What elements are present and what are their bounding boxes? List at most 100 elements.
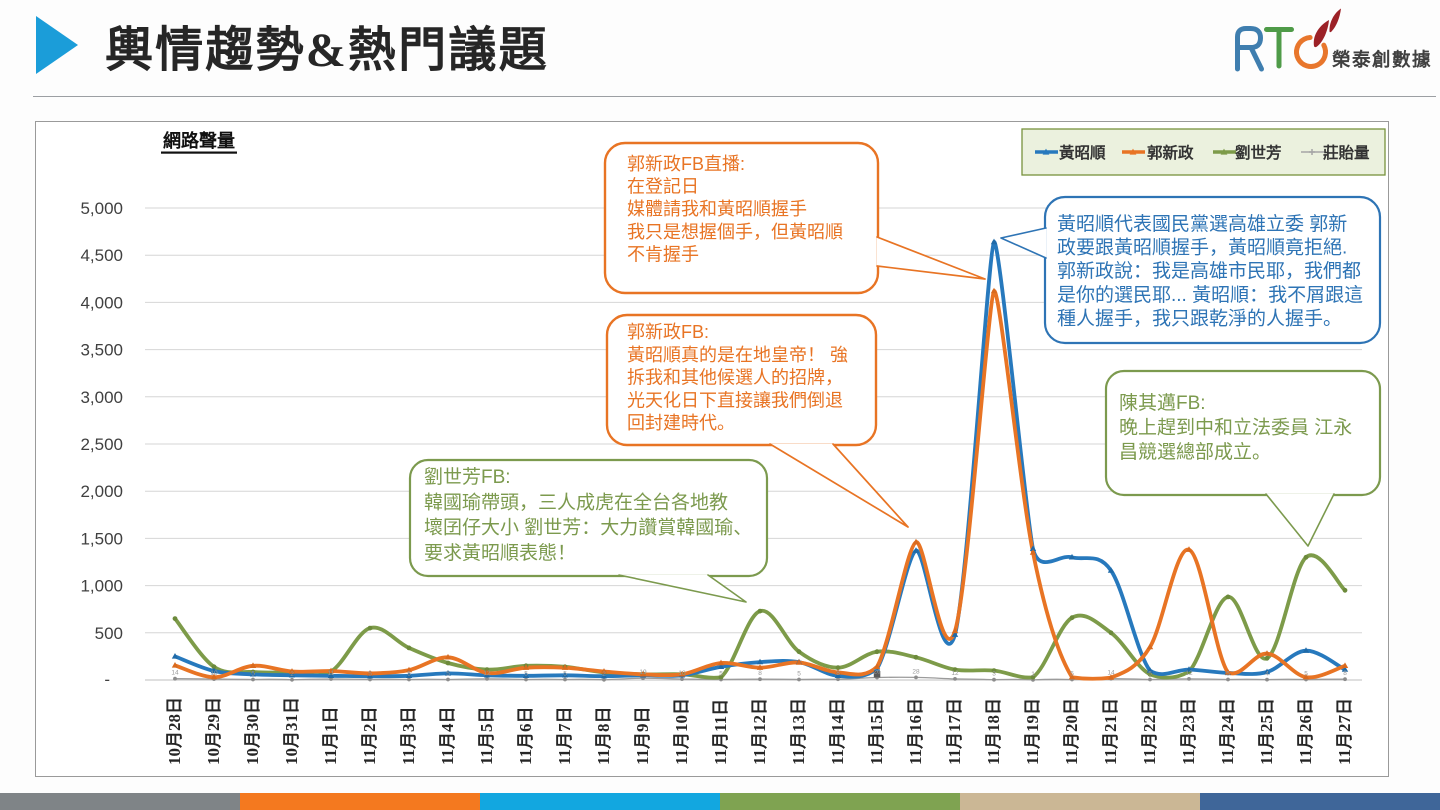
svg-text:1,500: 1,500 [80,529,123,548]
svg-text:劉世芳FB:: 劉世芳FB: [424,466,511,488]
svg-text:5: 5 [368,671,372,678]
svg-text:郭新政: 郭新政 [1147,143,1194,162]
svg-text:是你的選民耶... 黃昭順：我不屑跟這: 是你的選民耶... 黃昭順：我不屑跟這 [1057,284,1363,306]
svg-text:2,500: 2,500 [80,435,123,454]
svg-text:11月16日: 11月16日 [906,698,925,765]
svg-text:5: 5 [407,671,411,678]
svg-text:2: 2 [602,671,606,678]
svg-text:14: 14 [1107,670,1115,677]
svg-text:壞囝仔大小 劉世芳：大力讚賞韓國瑜、: 壞囝仔大小 劉世芳：大力讚賞韓國瑜、 [424,517,752,539]
svg-text:11月25日: 11月25日 [1257,698,1276,765]
svg-text:11月15日: 11月15日 [867,698,886,765]
svg-text:5: 5 [446,671,450,678]
svg-text:11月4日: 11月4日 [438,706,457,765]
svg-text:26: 26 [873,669,881,676]
svg-text:5: 5 [563,671,567,678]
svg-text:11: 11 [328,670,335,677]
svg-text:8: 8 [758,670,762,677]
svg-text:11月5日: 11月5日 [477,706,496,765]
svg-text:-: - [104,670,110,689]
svg-text:11月2日: 11月2日 [360,706,379,765]
svg-text:28: 28 [912,668,920,675]
svg-text:8: 8 [1343,670,1347,677]
svg-text:5,000: 5,000 [80,199,123,218]
svg-text:11月12日: 11月12日 [750,698,769,765]
svg-text:8: 8 [836,670,840,677]
svg-text:2: 2 [290,671,294,678]
svg-text:11月7日: 11月7日 [555,706,574,765]
svg-text:4,500: 4,500 [80,246,123,265]
svg-text:11月11日: 11月11日 [711,699,730,765]
svg-text:11月26日: 11月26日 [1296,698,1315,765]
svg-text:11月17日: 11月17日 [945,698,964,765]
svg-text:19: 19 [639,669,647,676]
svg-text:11月1日: 11月1日 [321,706,340,765]
svg-text:黃昭順代表國民黨選高雄立委 郭新: 黃昭順代表國民黨選高雄立委 郭新 [1057,213,1347,235]
svg-text:11月14日: 11月14日 [828,698,847,765]
svg-text:在登記日: 在登記日 [627,177,699,197]
svg-text:10: 10 [678,670,686,677]
svg-text:晚上趕到中和立法委員 江永: 晚上趕到中和立法委員 江永 [1119,417,1352,439]
svg-text:拆我和其他候選人的招牌，: 拆我和其他候選人的招牌， [627,368,843,388]
svg-text:5: 5 [1226,671,1230,678]
svg-text:11月19日: 11月19日 [1023,698,1042,765]
svg-text:11月8日: 11月8日 [594,706,613,765]
svg-text:回封建時代。: 回封建時代。 [627,413,735,433]
svg-text:3: 3 [992,671,996,678]
svg-text:要求黃昭順表態！: 要求黃昭順表態！ [424,542,576,564]
svg-text:11月24日: 11月24日 [1218,698,1237,765]
svg-text:12: 12 [483,670,491,677]
svg-text:500: 500 [95,624,123,643]
svg-text:11月3日: 11月3日 [399,706,418,765]
svg-text:4: 4 [1265,671,1269,678]
svg-text:10月29日: 10月29日 [204,697,223,765]
svg-text:不肯握手: 不肯握手 [627,244,699,264]
svg-text:10: 10 [210,670,218,677]
svg-text:種人握手，我只跟乾淨的人握手。: 種人握手，我只跟乾淨的人握手。 [1057,307,1342,329]
svg-text:黃昭順: 黃昭順 [1058,143,1106,162]
svg-text:黃昭順真的是在地皇帝！ 強: 黃昭順真的是在地皇帝！ 強 [627,345,848,365]
svg-text:2,000: 2,000 [80,482,123,501]
svg-text:網路聲量: 網路聲量 [163,130,235,151]
svg-text:莊貽量: 莊貽量 [1323,143,1370,162]
svg-text:12: 12 [951,670,959,677]
svg-text:我只是想握個手，但黃昭順: 我只是想握個手，但黃昭順 [627,222,843,242]
svg-text:10月28日: 10月28日 [165,697,184,765]
svg-text:劉世芳: 劉世芳 [1235,143,1282,162]
svg-text:11月22日: 11月22日 [1140,698,1159,765]
svg-text:4,000: 4,000 [80,293,123,312]
svg-text:11月6日: 11月6日 [516,706,535,765]
svg-text:郭新政說：我是高雄市民耶，我們都: 郭新政說：我是高雄市民耶，我們都 [1057,260,1361,282]
svg-text:5: 5 [1304,671,1308,678]
svg-text:1,000: 1,000 [80,577,123,596]
svg-text:11月10日: 11月10日 [672,698,691,765]
svg-text:政要跟黃昭順握手，黃昭順竟拒絕.: 政要跟黃昭順握手，黃昭順竟拒絕. [1057,237,1347,259]
svg-text:11月23日: 11月23日 [1179,698,1198,765]
svg-text:1: 1 [1031,671,1035,678]
svg-text:11月9日: 11月9日 [633,706,652,765]
svg-text:11月20日: 11月20日 [1062,698,1081,765]
svg-text:5: 5 [251,671,255,678]
svg-text:光天化日下直接讓我們倒退: 光天化日下直接讓我們倒退 [627,390,843,410]
svg-text:韓國瑜帶頭，三人成虎在全台各地教: 韓國瑜帶頭，三人成虎在全台各地教 [424,491,728,513]
svg-text:14: 14 [171,670,179,677]
svg-text:媒體請我和黃昭順握手: 媒體請我和黃昭順握手 [627,199,807,219]
svg-text:10月30日: 10月30日 [243,697,262,765]
svg-text:5: 5 [524,671,528,678]
svg-text:5: 5 [1148,671,1152,678]
svg-text:11月18日: 11月18日 [984,698,1003,765]
svg-text:11月21日: 11月21日 [1101,698,1120,765]
svg-text:郭新政FB直播:: 郭新政FB直播: [627,154,745,174]
svg-text:11月27日: 11月27日 [1335,698,1354,765]
svg-text:郭新政FB:: 郭新政FB: [627,322,709,342]
svg-text:10月31日: 10月31日 [282,697,301,765]
svg-text:榮泰創數據: 榮泰創數據 [1332,49,1432,70]
svg-text:昌競選總部成立。: 昌競選總部成立。 [1119,441,1271,463]
svg-text:5: 5 [797,671,801,678]
svg-text:12: 12 [1185,670,1193,677]
svg-text:5: 5 [1070,671,1074,678]
svg-text:5: 5 [719,671,723,678]
svg-text:陳其邁FB:: 陳其邁FB: [1119,392,1206,414]
svg-text:3,500: 3,500 [80,341,123,360]
svg-text:3,000: 3,000 [80,388,123,407]
